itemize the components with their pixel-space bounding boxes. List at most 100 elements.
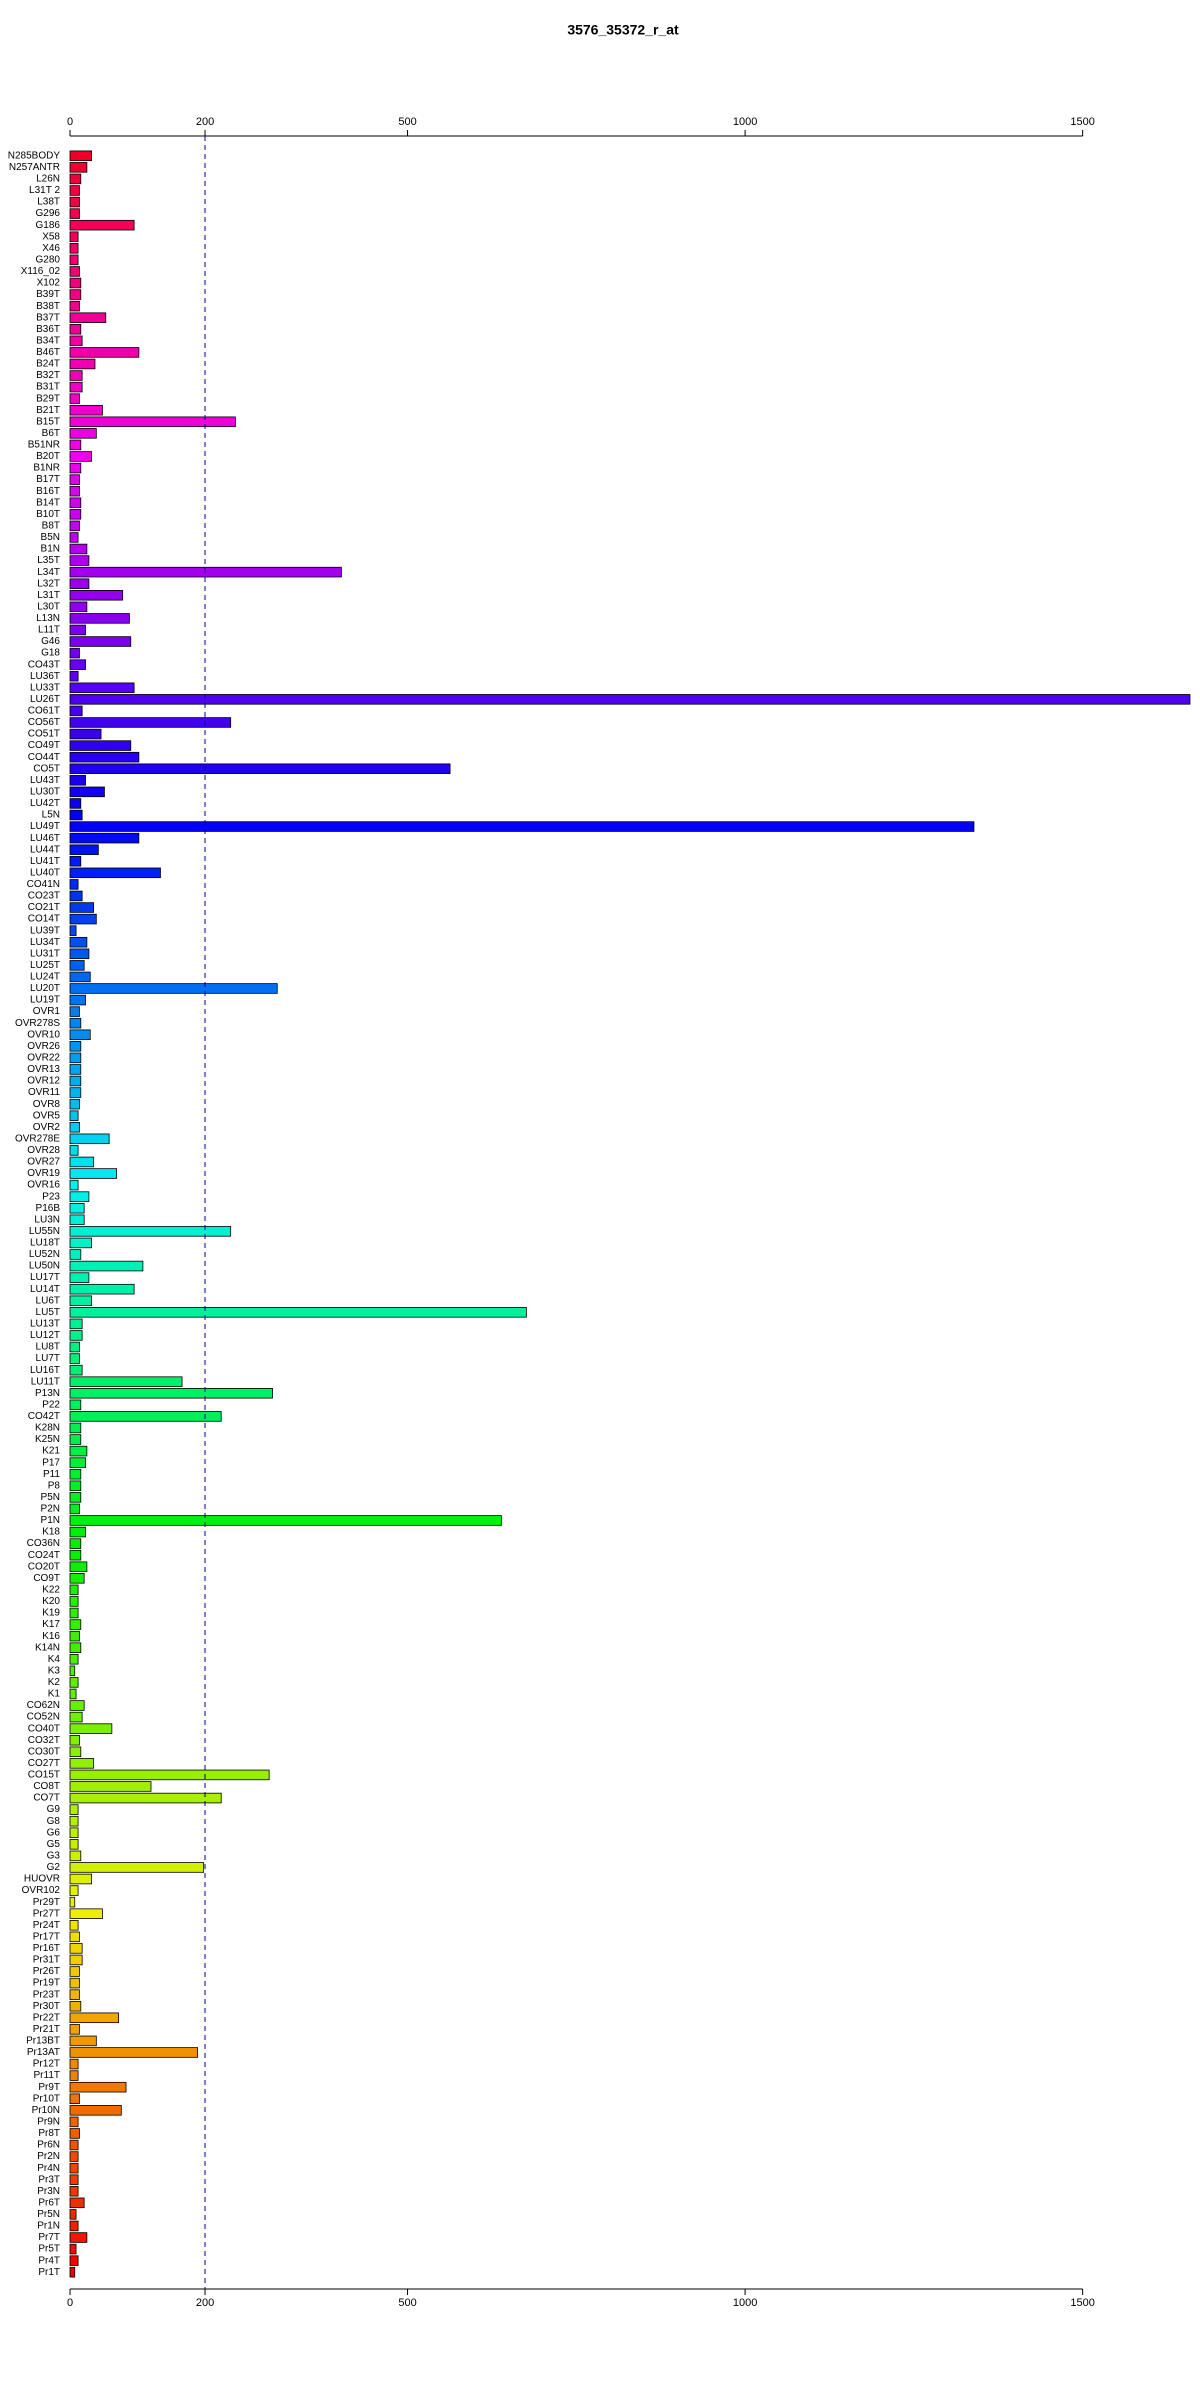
y-tick-label: K21 <box>42 1446 60 1457</box>
y-tick-label: LU36T <box>30 671 60 682</box>
x-tick-label: 1000 <box>733 116 757 128</box>
bar <box>69 497 82 508</box>
y-tick-label: P11 <box>43 1469 60 1480</box>
chart-title: 3576_35372_r_at <box>567 22 679 38</box>
bar <box>69 1422 82 1434</box>
y-tick-label: L5N <box>42 810 60 821</box>
y-tick-label: CO43T <box>28 659 60 670</box>
y-tick-label: LU6T <box>36 1295 60 1306</box>
y-tick-label: Pr16T <box>33 1943 60 1954</box>
bar <box>69 1677 79 1688</box>
bar <box>69 1804 79 1815</box>
y-tick-label: X58 <box>42 231 60 242</box>
y-tick-label: LU43T <box>30 775 60 786</box>
y-tick-label: Pr4T <box>38 2255 60 2266</box>
bar <box>69 809 83 821</box>
bar <box>69 2128 80 2139</box>
bar <box>69 1064 82 1075</box>
bar <box>69 1029 91 1040</box>
bar <box>69 717 232 728</box>
bar <box>69 243 79 254</box>
bar <box>69 2209 77 2220</box>
bar <box>69 1654 79 1665</box>
y-tick-label: LU31T <box>30 948 60 959</box>
bar <box>69 474 80 485</box>
y-tick-label: Pr26T <box>33 1966 60 1977</box>
bar <box>69 381 83 393</box>
bar <box>69 2081 127 2093</box>
y-tick-label: LU49T <box>30 821 60 832</box>
bar <box>69 1920 79 1931</box>
bar <box>69 798 82 809</box>
y-tick-label: CO8T <box>33 1781 60 1792</box>
y-tick-label: X46 <box>42 243 60 254</box>
bar <box>69 1596 79 1607</box>
bar <box>69 832 140 844</box>
y-tick-label: Pr5T <box>38 2244 60 2255</box>
y-tick-label: Pr10T <box>33 2093 60 2104</box>
bar <box>69 1908 103 1919</box>
y-tick-label: Pr27T <box>33 1908 60 1919</box>
y-tick-label: OVR26 <box>27 1041 60 1052</box>
y-tick-label: LU5T <box>36 1307 60 1318</box>
y-tick-label: LU40T <box>30 867 60 878</box>
y-tick-label: B51NR <box>28 440 60 451</box>
y-tick-label: B14T <box>36 497 60 508</box>
bar <box>69 578 90 589</box>
y-tick-label: K16 <box>42 1631 60 1642</box>
y-tick-label: G9 <box>47 1804 61 1815</box>
y-tick-label: G3 <box>47 1851 61 1862</box>
y-tick-label: Pr13BT <box>26 2036 60 2047</box>
bar <box>69 682 135 694</box>
bar <box>69 555 90 566</box>
y-tick-label: Pr1T <box>38 2267 60 2278</box>
bar <box>69 462 82 474</box>
bar <box>69 2093 80 2104</box>
bar <box>69 1388 273 1399</box>
y-tick-label: G5 <box>47 1839 61 1850</box>
y-tick-label: L26N <box>36 174 60 185</box>
y-tick-label: LU18T <box>30 1238 60 1249</box>
y-tick-label: LU55N <box>29 1226 60 1237</box>
y-tick-label: P22 <box>42 1399 60 1410</box>
y-tick-label: LU12T <box>30 1330 60 1341</box>
bar <box>69 1098 80 1110</box>
bar <box>69 925 77 936</box>
bar <box>69 705 83 717</box>
bar <box>69 324 82 335</box>
y-tick-label: CO44T <box>28 752 60 763</box>
y-tick-label: OVR278S <box>15 1018 60 1029</box>
y-tick-label: OVR10 <box>27 1029 60 1040</box>
x-tick-label: 500 <box>398 116 416 128</box>
y-tick-label: K14N <box>35 1642 60 1653</box>
y-tick-label: G8 <box>47 1816 61 1827</box>
y-tick-label: B31T <box>36 382 60 393</box>
y-tick-label: OVR102 <box>22 1885 61 1896</box>
y-tick-label: B37T <box>36 312 60 323</box>
bar <box>69 1896 76 1908</box>
y-tick-label: CO27T <box>28 1758 60 1769</box>
bar <box>69 1931 80 1943</box>
bar <box>69 1214 85 1226</box>
bar <box>69 1075 82 1087</box>
y-tick-label: LU34T <box>30 937 60 948</box>
bar <box>69 1318 83 1330</box>
y-tick-label: K25N <box>35 1434 60 1445</box>
bar <box>69 2266 76 2278</box>
bar <box>69 2151 79 2162</box>
y-tick-label: CO41N <box>27 879 60 890</box>
y-tick-label: Pr4N <box>37 2163 60 2174</box>
bar <box>69 2058 79 2070</box>
y-tick-label: OVR28 <box>27 1145 60 1156</box>
y-tick-label: LU20T <box>30 983 60 994</box>
y-tick-label: Pr21T <box>33 2024 60 2035</box>
bar <box>69 740 132 751</box>
y-tick-label: P1N <box>41 1515 60 1526</box>
y-tick-label: K19 <box>42 1608 60 1619</box>
y-tick-label: P2N <box>41 1504 60 1515</box>
x-tick-label: 0 <box>67 116 73 128</box>
bar <box>69 1295 93 1306</box>
y-tick-label: P23 <box>42 1191 60 1202</box>
y-tick-label: CO20T <box>28 1561 60 1572</box>
bar <box>69 358 96 370</box>
